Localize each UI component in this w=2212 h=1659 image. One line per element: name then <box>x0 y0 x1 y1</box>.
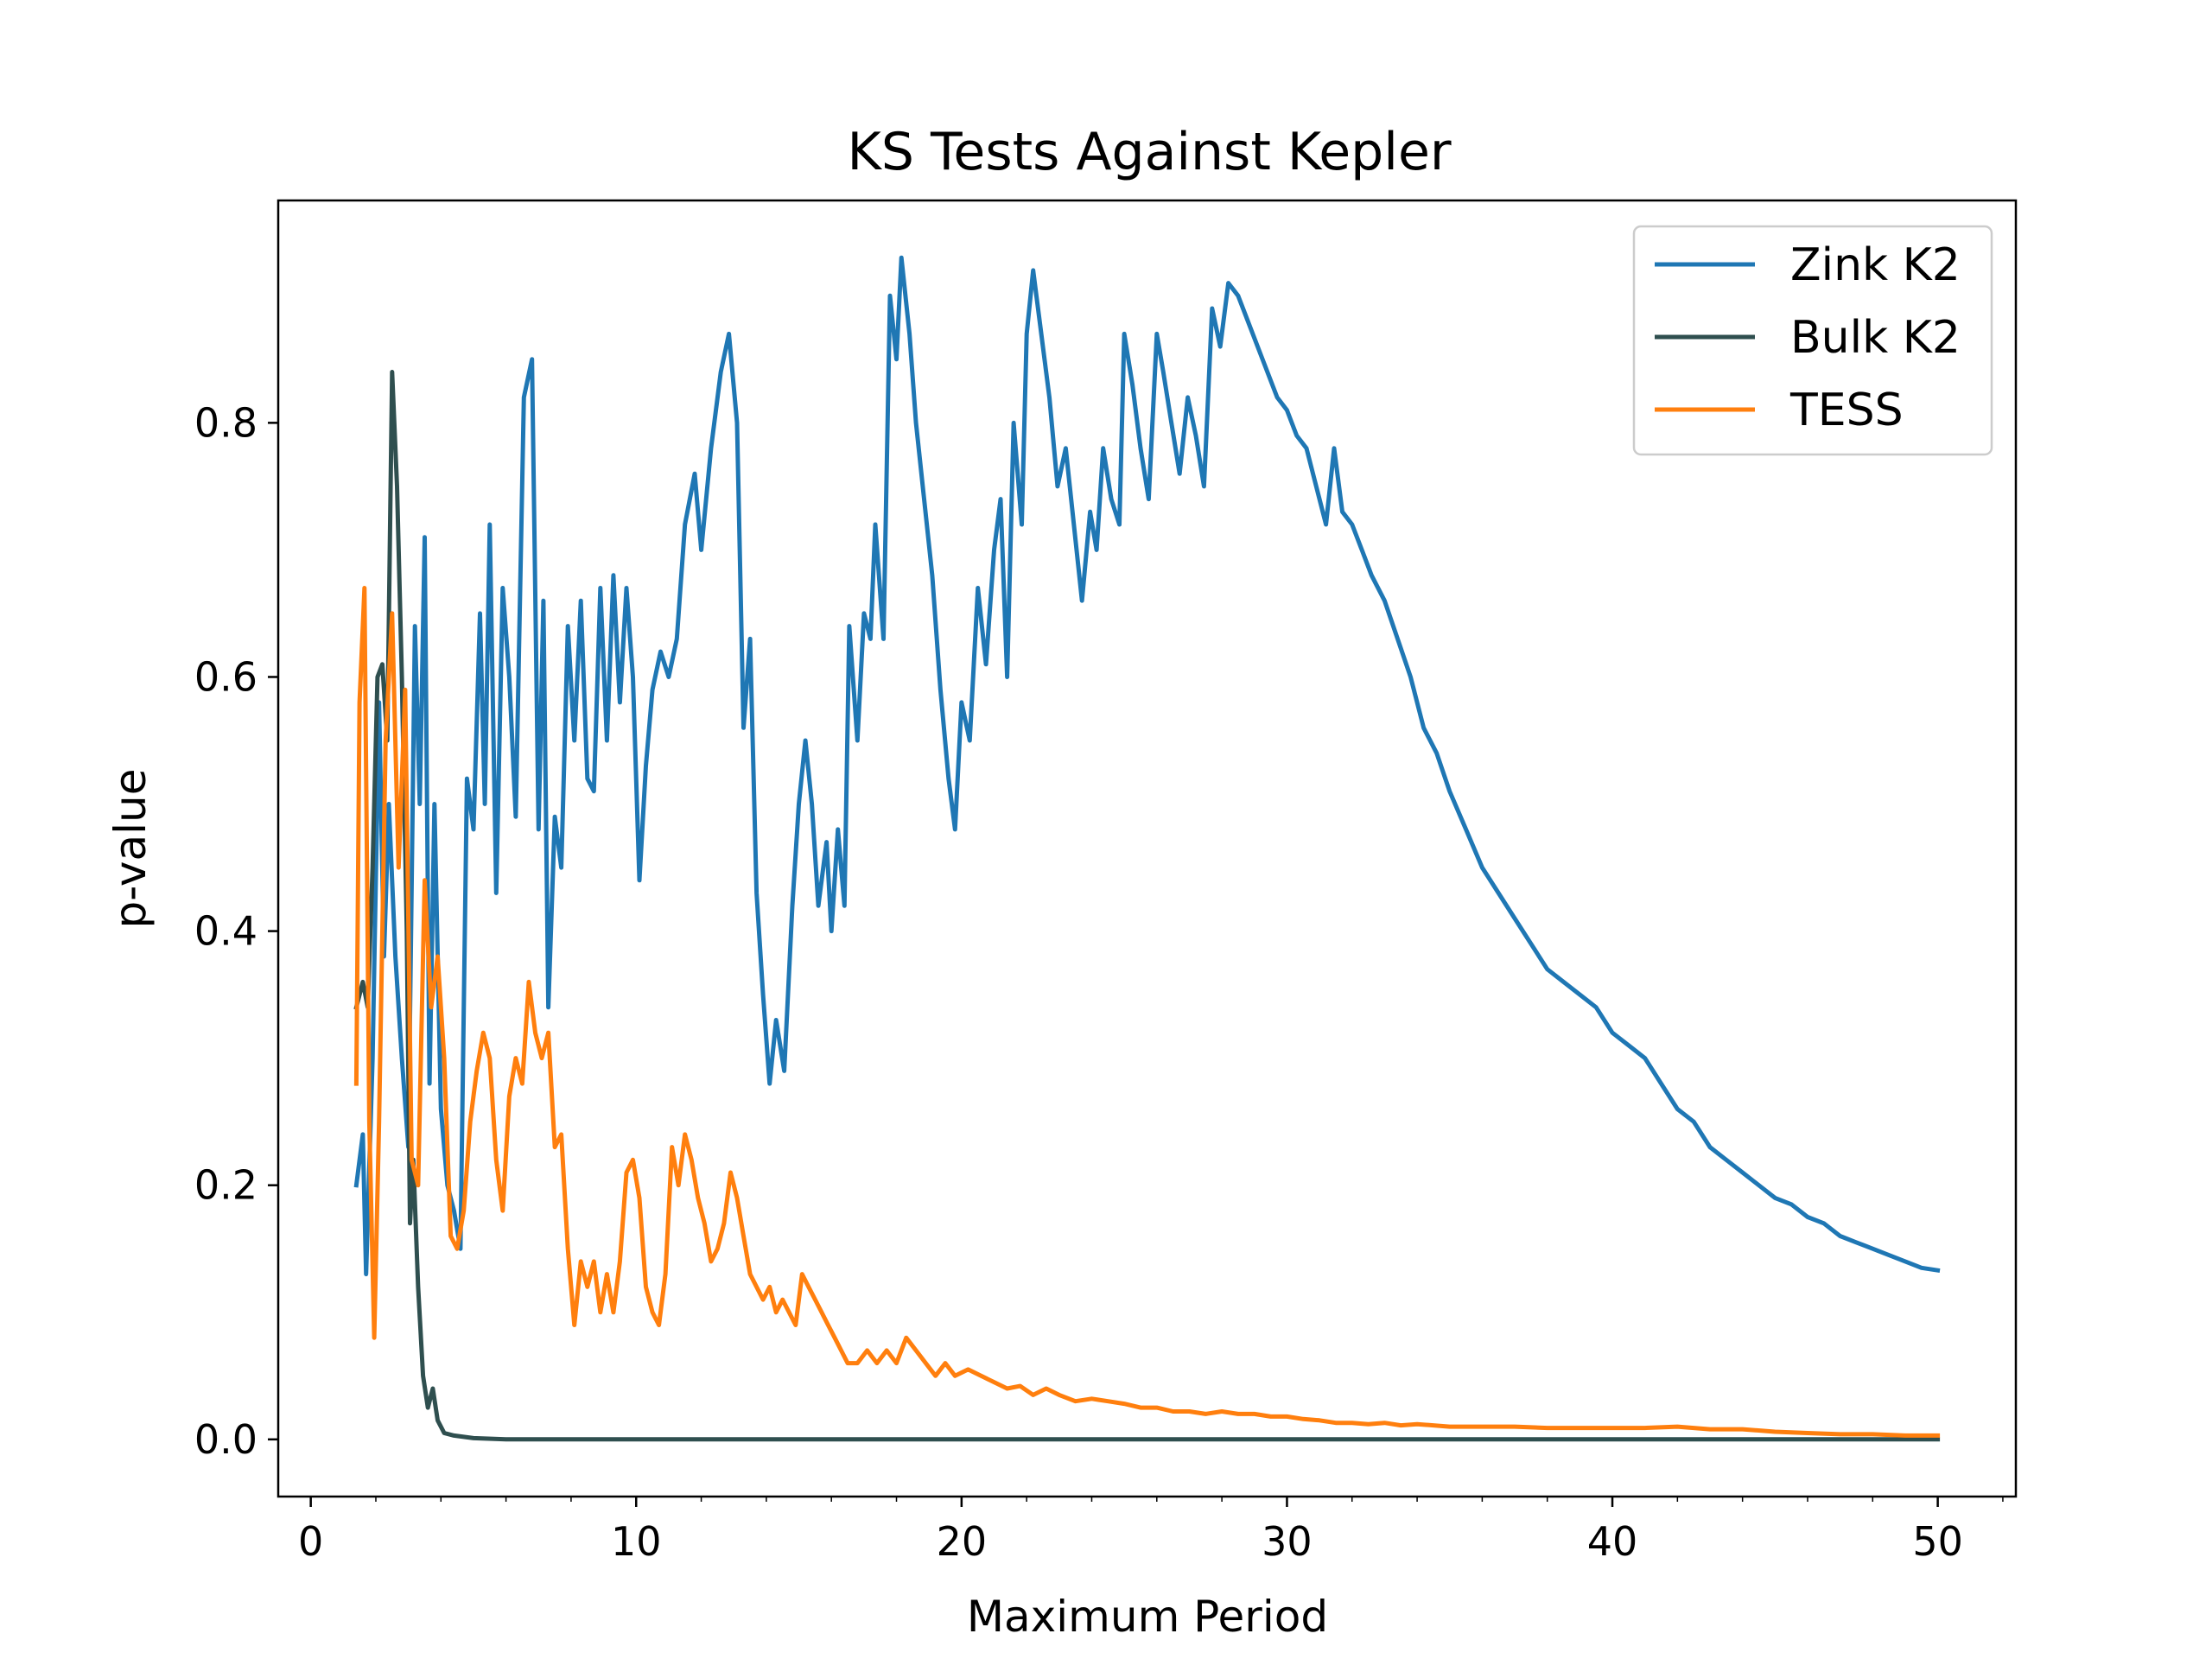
y-tick-label: 0.0 <box>194 1416 257 1463</box>
legend: Zink K2 Bulk K2 TESS <box>1632 225 1993 456</box>
x-tick-label: 30 <box>1262 1518 1313 1565</box>
x-tick-label: 50 <box>1912 1518 1963 1565</box>
y-tick-label: 0.6 <box>194 653 257 700</box>
series-line-bulk-k2 <box>353 370 1941 1442</box>
x-tick-label: 20 <box>937 1518 988 1565</box>
chart-title: KS Tests Against Kepler <box>847 122 1451 182</box>
x-axis-ticks: 0 10 20 30 40 50 <box>298 1497 2004 1565</box>
x-tick-label: 10 <box>611 1518 662 1565</box>
x-tick-label: 40 <box>1587 1518 1638 1565</box>
x-axis-label: Maximum Period <box>967 1592 1328 1642</box>
legend-label-bulk-k2: Bulk K2 <box>1790 312 1961 364</box>
legend-label-tess: TESS <box>1789 385 1904 436</box>
y-tick-label: 0.8 <box>194 399 257 446</box>
legend-label-zink-k2: Zink K2 <box>1790 239 1961 291</box>
y-axis-ticks: 0.0 0.2 0.4 0.6 0.8 <box>194 399 278 1463</box>
series-line-tess <box>353 586 1941 1438</box>
y-axis-label: p-value <box>105 768 156 928</box>
y-tick-label: 0.4 <box>194 908 257 955</box>
plot-frame <box>276 199 2018 1498</box>
y-tick-label: 0.2 <box>194 1162 257 1209</box>
x-tick-label: 0 <box>298 1518 323 1565</box>
legend-box <box>1632 225 1993 456</box>
legend-items: Zink K2 Bulk K2 TESS <box>1655 239 1961 436</box>
series-line-zink-k2 <box>353 255 1941 1277</box>
series-layer <box>353 255 1941 1442</box>
